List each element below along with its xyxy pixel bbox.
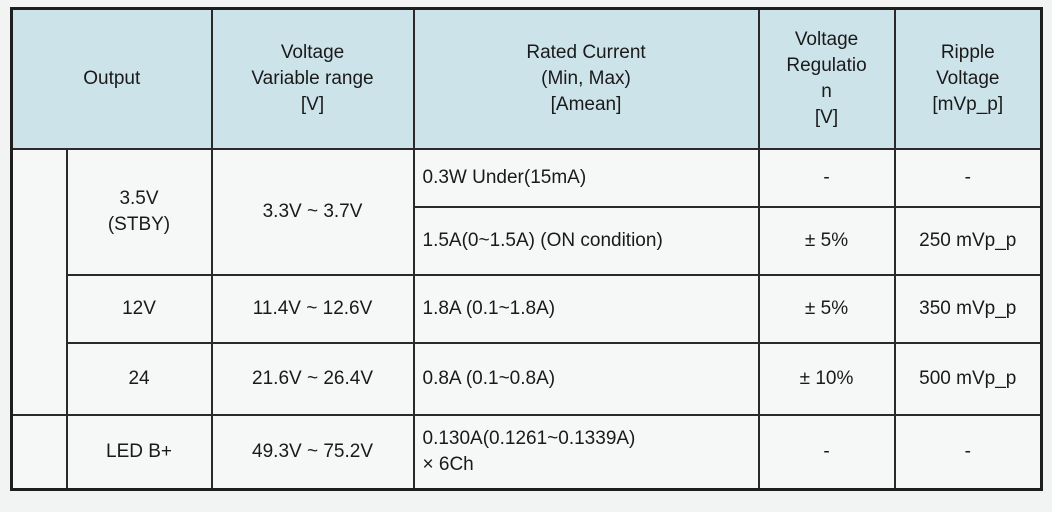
header-cell: Rated Current (Min, Max) [Amean] [412, 7, 760, 150]
cell: 24 [65, 342, 213, 416]
cell-line: 0.130A(0.1261~0.1339A) [422, 427, 636, 449]
row: 3.5V (STBY) 3.3V ~ 3.7V 0.3W Under(15mA) … [10, 148, 1043, 416]
cell: 350 mVp_p [893, 274, 1043, 344]
spec-table: Output Voltage Variable range [V] Rated Cu… [10, 7, 1044, 491]
header-line: Voltage [936, 68, 1000, 89]
row: 24 21.6V ~ 26.4V 0.8A (0.1~0.8A) ± 10% 5… [12, 342, 1043, 416]
cell-line: × 6Ch [422, 453, 474, 475]
header-line: (Min, Max) [541, 68, 631, 89]
cell: 1.8A (0.1~1.8A) [412, 274, 760, 344]
header-line: Regulatio [786, 55, 867, 76]
cell: 1.5A(0~1.5A) (ON condition) [412, 206, 760, 276]
header-cell: Output [10, 7, 213, 150]
header-line: Ripple [940, 42, 995, 63]
header-line: [mVp_p] [932, 94, 1004, 115]
cell: 3.3V ~ 3.7V [210, 148, 415, 276]
cell: - [893, 414, 1043, 490]
cell-line: 3.5V [119, 188, 159, 209]
cell: 21.6V ~ 26.4V [210, 342, 415, 416]
cell: 11.4V ~ 12.6V [210, 274, 415, 344]
cell: ± 5% [757, 206, 896, 276]
cell: 0.130A(0.1261~0.1339A) × 6Ch [412, 414, 760, 490]
blank-cell [10, 414, 68, 490]
cell: 49.3V ~ 75.2V [210, 414, 415, 490]
row: 12V 11.4V ~ 12.6V 1.8A (0.1~1.8A) ± 5% 3… [12, 274, 1043, 344]
header-line: n [821, 81, 832, 102]
cell: ± 5% [757, 274, 896, 344]
cell: - [757, 414, 896, 490]
cell: ± 10% [757, 342, 896, 416]
header-line: Voltage [794, 29, 859, 50]
header-line: Rated Current [526, 42, 646, 63]
row: LED B+ 49.3V ~ 75.2V 0.130A(0.1261~0.133… [10, 414, 1043, 490]
cell: 12V [65, 274, 213, 344]
cell-line: (STBY) [107, 214, 171, 235]
cell: 500 mVp_p [893, 342, 1043, 416]
cell: - [757, 148, 896, 208]
header-line: Variable range [251, 68, 374, 89]
header-line: [V] [814, 107, 839, 128]
cell: 0.8A (0.1~0.8A) [412, 342, 760, 416]
header-row: Output Voltage Variable range [V] Rated Cu… [10, 7, 1043, 150]
header-cell: Ripple Voltage [mVp_p] [893, 7, 1043, 150]
cell: - [893, 148, 1043, 208]
header-cell: Voltage Regulatio n [V] [757, 7, 896, 150]
header-line: Voltage [280, 42, 345, 63]
cell: LED B+ [65, 414, 213, 490]
header-line: [V] [300, 94, 325, 115]
cell: 3.5V (STBY) [65, 148, 213, 276]
cell: 250 mVp_p [893, 206, 1043, 276]
header-cell: Voltage Variable range [V] [210, 7, 415, 150]
blank-cell [10, 148, 68, 416]
header-line: [Amean] [550, 94, 622, 115]
cell: 0.3W Under(15mA) [412, 148, 760, 208]
row: 1.5A(0~1.5A) (ON condition) ± 5% 250 mVp… [12, 206, 1043, 276]
